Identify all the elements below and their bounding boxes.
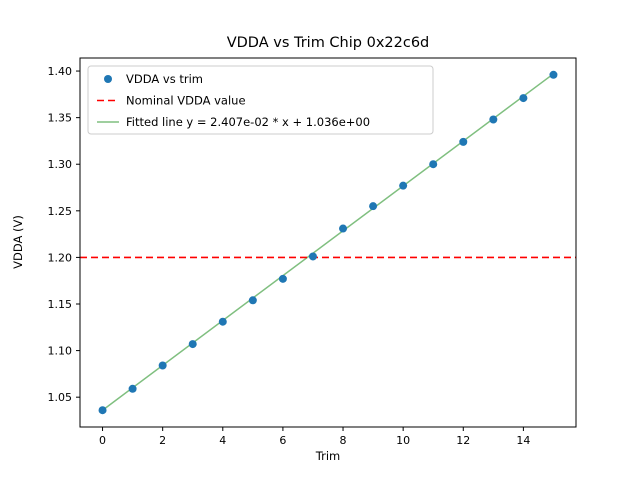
data-point — [308, 252, 317, 261]
x-tick-label: 14 — [516, 434, 530, 447]
data-point — [278, 274, 287, 283]
y-tick-label: 1.30 — [48, 158, 73, 171]
data-point — [339, 224, 348, 233]
legend-label: VDDA vs trim — [126, 72, 203, 86]
x-axis: 0 2 4 6 8 10 12 14 — [99, 427, 530, 447]
y-tick-label: 1.20 — [48, 251, 73, 264]
y-tick-label: 1.05 — [48, 391, 73, 404]
data-point — [98, 406, 107, 415]
legend-label: Nominal VDDA value — [126, 94, 246, 108]
data-point — [429, 160, 438, 169]
series-layer — [80, 70, 576, 415]
y-tick-label: 1.15 — [48, 298, 73, 311]
chart-title: VDDA vs Trim Chip 0x22c6d — [227, 35, 430, 51]
y-axis: 1.05 1.10 1.15 1.20 1.25 1.30 1.35 1.40 — [48, 65, 80, 404]
data-point — [459, 137, 468, 146]
data-point — [218, 317, 227, 326]
legend-box — [87, 65, 434, 135]
x-tick-label: 2 — [159, 434, 166, 447]
x-tick-label: 8 — [340, 434, 347, 447]
legend-label: Fitted line y = 2.407e-02 * x + 1.036e+0… — [126, 115, 370, 129]
data-point — [188, 340, 197, 349]
data-point — [369, 202, 378, 211]
x-axis-label: Trim — [315, 449, 340, 463]
data-point — [158, 361, 167, 370]
y-tick-label: 1.25 — [48, 205, 73, 218]
axes-frame — [79, 57, 577, 428]
x-tick-label: 10 — [396, 434, 410, 447]
x-tick-label: 6 — [279, 434, 286, 447]
legend-marker-scatter — [104, 75, 112, 83]
x-tick-label: 4 — [219, 434, 226, 447]
legend: VDDA vs trim Nominal VDDA value Fitted lin… — [87, 65, 434, 135]
x-tick-label: 12 — [456, 434, 470, 447]
y-tick-label: 1.35 — [48, 112, 73, 125]
y-axis-label: VDDA (V) — [11, 215, 25, 269]
data-point — [248, 296, 257, 305]
y-tick-label: 1.10 — [48, 345, 73, 358]
data-point — [399, 181, 408, 190]
y-tick-label: 1.40 — [48, 65, 73, 78]
fitted-line — [102, 73, 554, 411]
x-tick-label: 0 — [99, 434, 106, 447]
data-point — [549, 70, 558, 79]
data-point — [519, 94, 528, 103]
data-point — [128, 384, 137, 393]
data-point — [489, 115, 498, 124]
